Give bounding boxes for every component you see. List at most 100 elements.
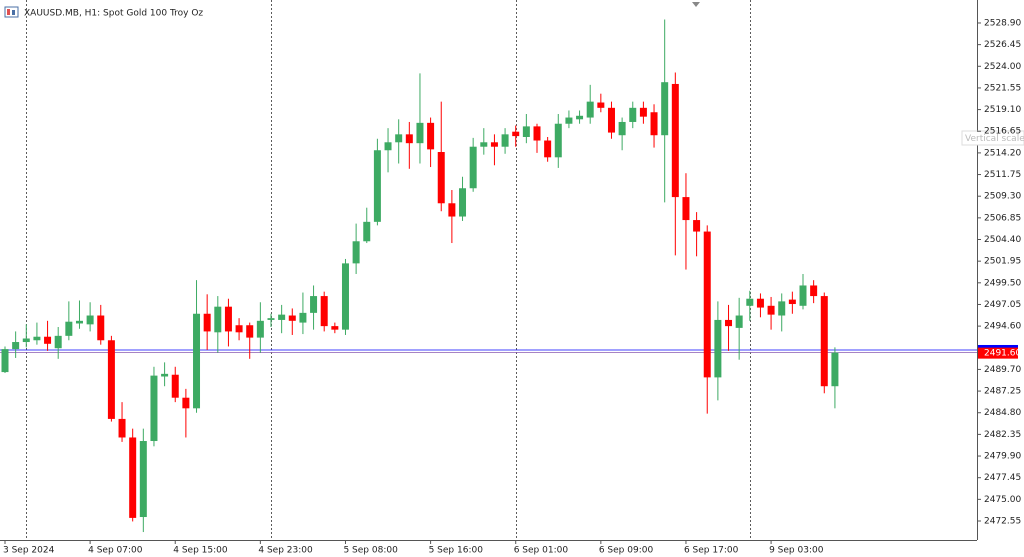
candle	[735, 297, 743, 360]
candle	[405, 121, 413, 169]
candle	[650, 104, 658, 148]
candle	[395, 119, 403, 164]
candle-body	[161, 373, 169, 377]
y-tick-label: 2487.25	[984, 387, 1021, 397]
candle	[288, 308, 296, 335]
candle-body	[363, 221, 371, 242]
candle	[480, 128, 488, 155]
candle-body	[629, 107, 637, 122]
candle	[437, 101, 445, 212]
x-tick-label: 4 Sep 23:00	[258, 546, 313, 556]
x-tick-label: 5 Sep 08:00	[343, 546, 398, 556]
candle	[86, 302, 94, 332]
candle-body	[448, 203, 456, 217]
candle-body	[310, 296, 318, 313]
candle-body	[735, 315, 743, 328]
candle	[831, 347, 839, 409]
candle-body	[639, 107, 647, 117]
candle	[533, 123, 541, 153]
y-tick-label: 2477.45	[984, 473, 1021, 483]
candle-body	[139, 441, 147, 518]
x-tick-label: 3 Sep 2024	[3, 546, 55, 556]
candle	[746, 290, 754, 321]
candle	[75, 300, 83, 329]
icon-bar	[7, 9, 10, 15]
candle	[129, 428, 137, 522]
y-tick-label: 2506.85	[984, 213, 1021, 223]
candle	[693, 212, 701, 257]
candle-body	[565, 117, 573, 124]
candle	[565, 110, 573, 129]
candle	[799, 273, 807, 310]
icon-bar	[12, 10, 15, 15]
candle	[161, 362, 169, 387]
candle	[416, 73, 424, 164]
candle	[618, 117, 626, 151]
candle	[33, 322, 41, 345]
candle	[171, 366, 179, 403]
x-tick-label: 9 Sep 03:00	[769, 546, 824, 556]
candle	[373, 138, 381, 226]
candle-body	[810, 285, 818, 297]
candle	[661, 19, 669, 203]
candle-body	[756, 298, 764, 308]
candle	[320, 291, 328, 332]
candle	[639, 101, 647, 124]
candle-body	[75, 320, 83, 324]
y-tick-label: 2511.75	[984, 170, 1021, 180]
candle	[331, 322, 339, 334]
candle-body	[661, 82, 669, 136]
candle	[554, 114, 562, 168]
candle	[586, 84, 594, 124]
candle	[22, 324, 30, 348]
candle	[44, 320, 52, 351]
y-tick-label: 2528.90	[984, 18, 1021, 28]
candle-body	[501, 134, 509, 147]
candle-body	[341, 263, 349, 330]
candle-body	[22, 338, 30, 343]
candle	[756, 293, 764, 318]
candle-body	[831, 352, 839, 387]
candle	[139, 428, 147, 533]
candle-body	[118, 418, 126, 438]
candle-body	[384, 142, 392, 151]
candle	[767, 296, 775, 330]
candle	[703, 225, 711, 414]
candle-body	[788, 299, 796, 305]
candle-body	[12, 342, 20, 350]
candle-body	[618, 121, 626, 136]
candle	[107, 335, 115, 422]
candle-body	[650, 112, 658, 136]
candle-body	[278, 314, 286, 320]
x-tick-label: 5 Sep 16:00	[429, 546, 484, 556]
candle-body	[182, 397, 190, 409]
candle-body	[597, 102, 605, 108]
candle-body	[299, 312, 307, 323]
candle	[576, 110, 584, 124]
candle-body	[86, 315, 94, 325]
candle-body	[490, 142, 498, 147]
candle-body	[54, 335, 62, 349]
candle-body	[437, 152, 445, 204]
candle	[671, 72, 679, 256]
y-tick-label: 2484.80	[984, 408, 1021, 418]
candle-body	[33, 336, 41, 341]
candle-body	[352, 241, 360, 264]
candle-body	[576, 115, 584, 120]
candle-body	[512, 131, 520, 137]
candle-body	[107, 340, 115, 419]
candle	[714, 301, 722, 401]
candle-body	[373, 150, 381, 222]
candle-body	[778, 301, 786, 316]
candle-body	[171, 374, 179, 398]
candle-body	[288, 315, 296, 321]
candle	[97, 304, 105, 345]
ask-label	[978, 344, 1018, 350]
candle-body	[586, 101, 594, 118]
bid-label: 2491.60	[984, 349, 1021, 359]
candle	[682, 173, 690, 270]
candle	[459, 176, 467, 221]
candle	[341, 258, 349, 335]
candle	[629, 101, 637, 129]
